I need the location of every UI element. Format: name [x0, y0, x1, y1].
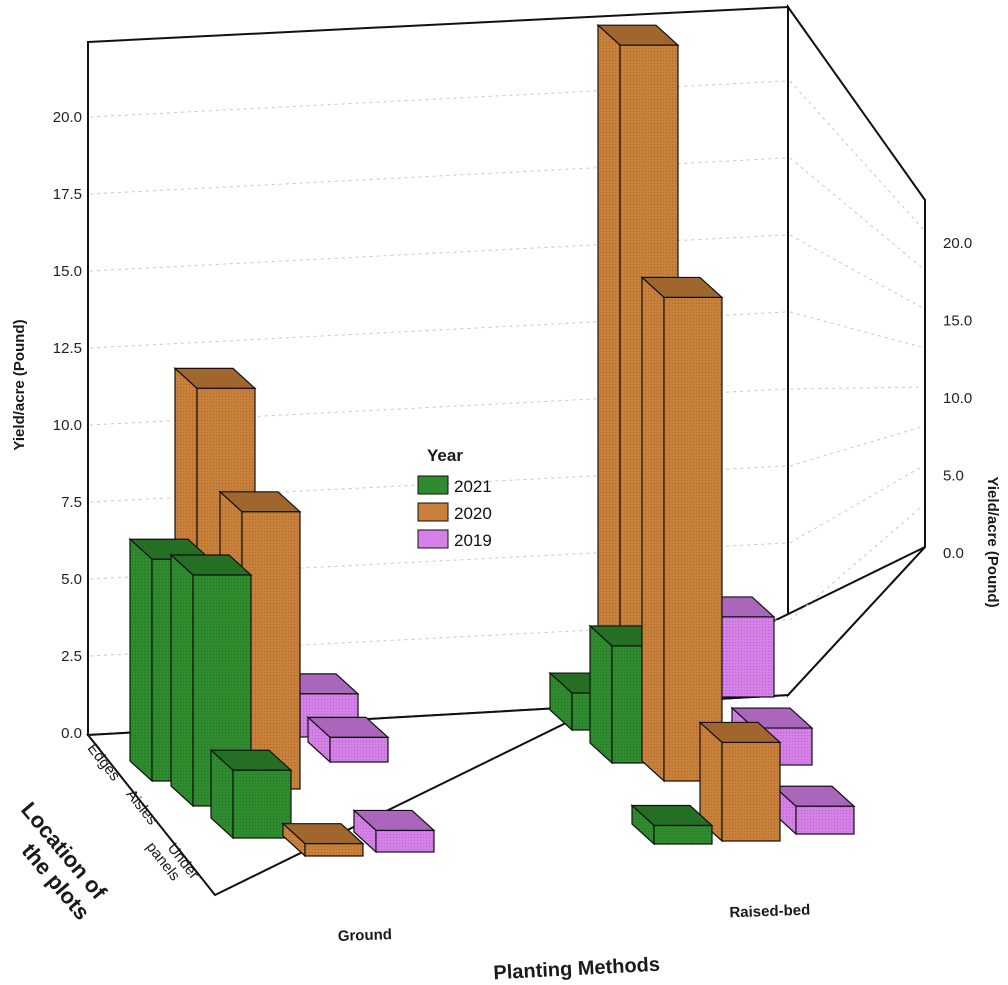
- bars: [128, 23, 856, 858]
- bar-side-texture: [550, 673, 572, 730]
- bar-ground-aisles-2019: [306, 716, 390, 764]
- bar-side-texture: [598, 25, 620, 692]
- y-axis-title-left: Yield/acre (Pound): [11, 319, 28, 450]
- gridline-side: [789, 80, 924, 230]
- legend-title: Year: [427, 446, 463, 465]
- gridline-side: [789, 157, 924, 269]
- bar-side-texture: [308, 717, 330, 762]
- y-tick-label-left: 20.0: [53, 109, 82, 126]
- legend-item-2019: 2019: [417, 529, 492, 550]
- bar-front-texture: [376, 830, 434, 852]
- bar-ground-under-panels-2021: [209, 748, 293, 840]
- right-axis-ticks: 0.0 5.0 10.0 15.0 20.0: [943, 235, 972, 562]
- left-axis-ticks: 0.0 2.5 5.0 7.5 10.0 12.5 15.0 17.5 20.0: [53, 109, 82, 742]
- bar-side-texture: [130, 539, 152, 781]
- bar-side-texture: [700, 722, 722, 841]
- bar-side-texture: [590, 625, 612, 763]
- x-category-label-raised-bed: Raised-bed: [729, 902, 810, 922]
- legend-label-2020: 2020: [454, 504, 492, 523]
- legend-label-2019: 2019: [454, 531, 492, 550]
- y-tick-label-right: 15.0: [943, 313, 972, 330]
- y-tick-label-right: 5.0: [943, 468, 964, 485]
- gridline-side: [789, 386, 924, 390]
- bar-side-texture: [211, 750, 233, 838]
- y-tick-label-left: 5.0: [61, 571, 82, 588]
- bar-side-texture: [171, 555, 193, 806]
- bar-ground-under-panels-2019: [352, 809, 436, 854]
- y-tick-label-right: 0.0: [943, 545, 964, 562]
- x-axis-title: Planting Methods: [493, 954, 661, 985]
- gridline-side: [789, 426, 924, 467]
- bar-raised-bed-under-panels-2021: [630, 804, 714, 846]
- bar-ground-under-panels-2020: [281, 822, 365, 858]
- bar-raised-bed-under-panels-2020: [698, 721, 782, 843]
- legend-swatch-2019: [417, 529, 449, 549]
- gridline-side: [789, 505, 924, 621]
- gridline-side: [789, 311, 924, 348]
- y-tick-label-left: 0.0: [61, 725, 82, 742]
- y-tick-label-left: 2.5: [61, 648, 82, 665]
- bar-side-texture: [354, 810, 376, 852]
- bar-front-texture: [654, 825, 712, 844]
- y-tick-label-left: 12.5: [53, 340, 82, 357]
- bar-side-texture: [283, 823, 305, 856]
- z-axis-title: Location ofthe plots: [0, 797, 115, 925]
- y-tick-label-left: 17.5: [53, 186, 82, 203]
- gridline-side: [789, 234, 924, 309]
- y-tick-label-left: 7.5: [61, 494, 82, 511]
- y-tick-label-left: 10.0: [53, 417, 82, 434]
- gridline-side: [789, 465, 924, 544]
- bar-front-texture: [722, 742, 780, 841]
- bar-side-texture: [642, 277, 664, 781]
- y-tick-label-right: 10.0: [943, 390, 972, 407]
- bar-front-texture: [242, 511, 300, 789]
- legend-item-2021: 2021: [417, 475, 492, 496]
- bar-side-texture: [632, 805, 654, 844]
- legend-swatch-2020: [417, 502, 449, 522]
- gridlines: [89, 80, 924, 657]
- x-category-label-ground: Ground: [337, 926, 392, 945]
- legend-swatch-2021: [417, 475, 449, 495]
- bar-front-texture: [330, 737, 388, 762]
- bar-front-texture: [664, 297, 722, 781]
- legend: Year 2021 2020 2019: [417, 446, 492, 550]
- y-tick-label-right: 20.0: [943, 235, 972, 252]
- bar-front-texture: [796, 806, 854, 834]
- bar-front-texture: [305, 843, 363, 856]
- bar-front-texture: [716, 616, 774, 697]
- legend-item-2020: 2020: [417, 502, 492, 523]
- y-tick-label-left: 15.0: [53, 263, 82, 280]
- legend-label-2021: 2021: [454, 477, 492, 496]
- bar-raised-bed-aisles-2020: [640, 276, 724, 783]
- bar-raised-bed-under-panels-2019: [772, 784, 856, 836]
- y-axis-title-right: Yield/acre (Pound): [984, 476, 1001, 607]
- bar-front-texture: [233, 770, 291, 838]
